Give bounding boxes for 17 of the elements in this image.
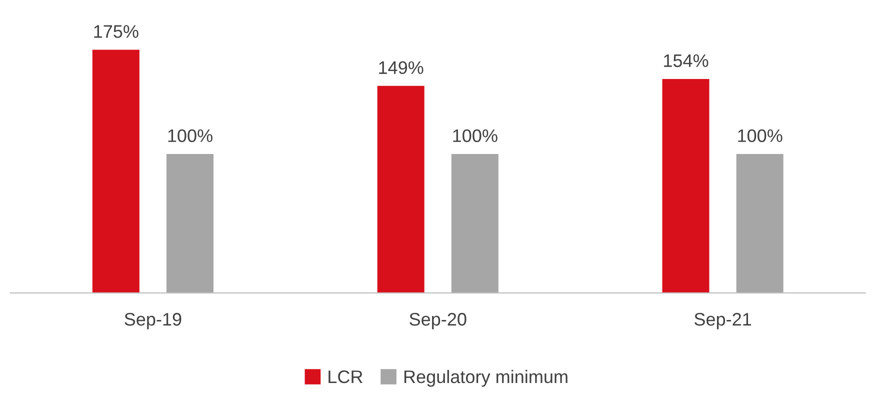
data-label: 175% <box>94 25 138 38</box>
bar <box>662 78 710 293</box>
x-tick-label: Sep-19 <box>124 312 182 330</box>
x-tick-label: Sep-21 <box>694 312 752 330</box>
bar <box>92 50 140 293</box>
data-label: 100% <box>738 129 782 142</box>
legend-label: Regulatory minimum <box>404 370 568 387</box>
data-label: 100% <box>453 129 498 142</box>
bar <box>377 86 424 293</box>
x-tick-label: Sep-20 <box>410 312 466 330</box>
bar <box>451 154 498 293</box>
legend-label: LCR <box>328 370 362 384</box>
data-label: 100% <box>168 129 212 142</box>
data-label: 149% <box>379 61 424 74</box>
bar <box>736 154 784 293</box>
bar <box>166 154 214 293</box>
data-label: 154% <box>664 54 708 68</box>
